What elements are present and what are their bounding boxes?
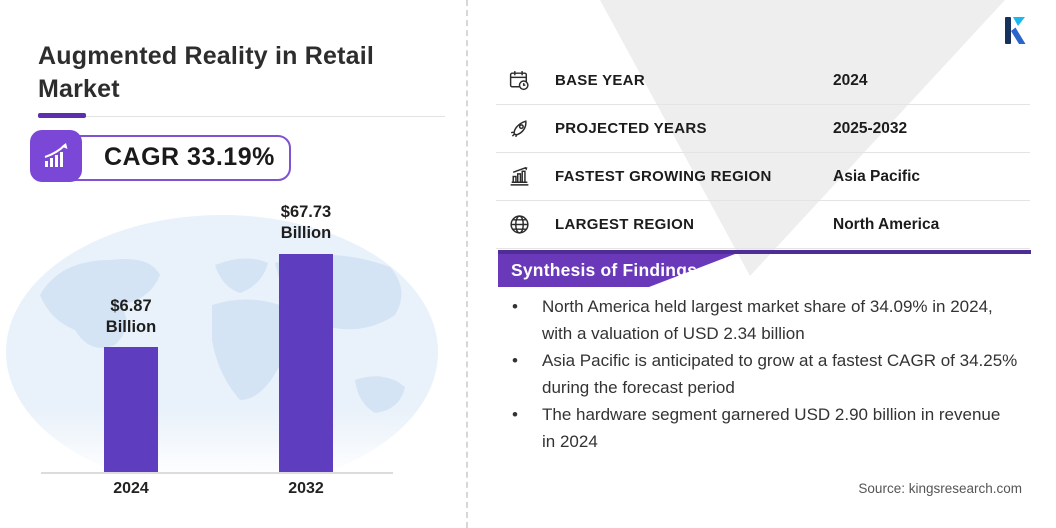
fact-label: FASTEST GROWING REGION [555, 168, 772, 185]
title-underline-accent [38, 113, 86, 118]
findings-banner [498, 254, 735, 292]
fact-value: 2024 [833, 71, 868, 89]
list-item: The hardware segment garnered USD 2.90 b… [506, 402, 1018, 455]
rocket-icon [508, 117, 534, 141]
calendar-icon [508, 69, 534, 93]
table-row: PROJECTED YEARS 2025-2032 [496, 105, 1030, 153]
bullet-icon [506, 402, 542, 455]
x-axis [41, 472, 393, 474]
finding-text: Asia Pacific is anticipated to grow at a… [542, 351, 1018, 397]
bar-value-label-2024: $6.87 Billion [105, 297, 157, 336]
x-tick-2032: 2032 [288, 480, 324, 497]
table-row: FASTEST GROWING REGION Asia Pacific [496, 153, 1030, 201]
findings-heading: Synthesis of Findings [511, 260, 698, 280]
fact-value: North America [833, 215, 940, 233]
cagr-value: CAGR 33.19% [104, 143, 275, 171]
fact-value: 2025-2032 [833, 119, 908, 137]
page-title: Augmented Reality in Retail Market [38, 42, 375, 103]
bar-value-label-2032: $67.73 Billion [280, 203, 332, 242]
world-map [0, 205, 448, 489]
bar-2024 [104, 347, 158, 473]
growth-region-icon [508, 165, 534, 189]
fact-label: LARGEST REGION [555, 216, 695, 233]
fact-label: PROJECTED YEARS [555, 120, 707, 137]
table-row: LARGEST REGION North America [496, 201, 1030, 249]
finding-text: The hardware segment garnered USD 2.90 b… [542, 405, 1001, 451]
findings-top-rule [498, 250, 1031, 254]
table-row: BASE YEAR 2024 [496, 57, 1030, 105]
growth-chart-icon [30, 130, 82, 182]
title-underline [38, 116, 445, 117]
bar-2032 [279, 254, 333, 473]
source-attribution: Source: kingsresearch.com [858, 481, 1022, 496]
x-tick-2024: 2024 [113, 480, 149, 497]
list-item: North America held largest market share … [506, 294, 1018, 347]
list-item: Asia Pacific is anticipated to grow at a… [506, 348, 1018, 401]
triangle-watermark [560, 0, 1020, 290]
globe-icon [508, 213, 534, 237]
kings-research-logo [1002, 14, 1032, 53]
finding-text: North America held largest market share … [542, 297, 993, 343]
findings-list: North America held largest market share … [506, 294, 1018, 456]
bullet-icon [506, 348, 542, 401]
bullet-icon [506, 294, 542, 347]
fact-value: Asia Pacific [833, 167, 921, 185]
facts-table: BASE YEAR 2024 PROJECTED YEARS 2025-2032 [496, 57, 1030, 249]
panel-divider [466, 0, 468, 528]
fact-label: BASE YEAR [555, 72, 645, 89]
